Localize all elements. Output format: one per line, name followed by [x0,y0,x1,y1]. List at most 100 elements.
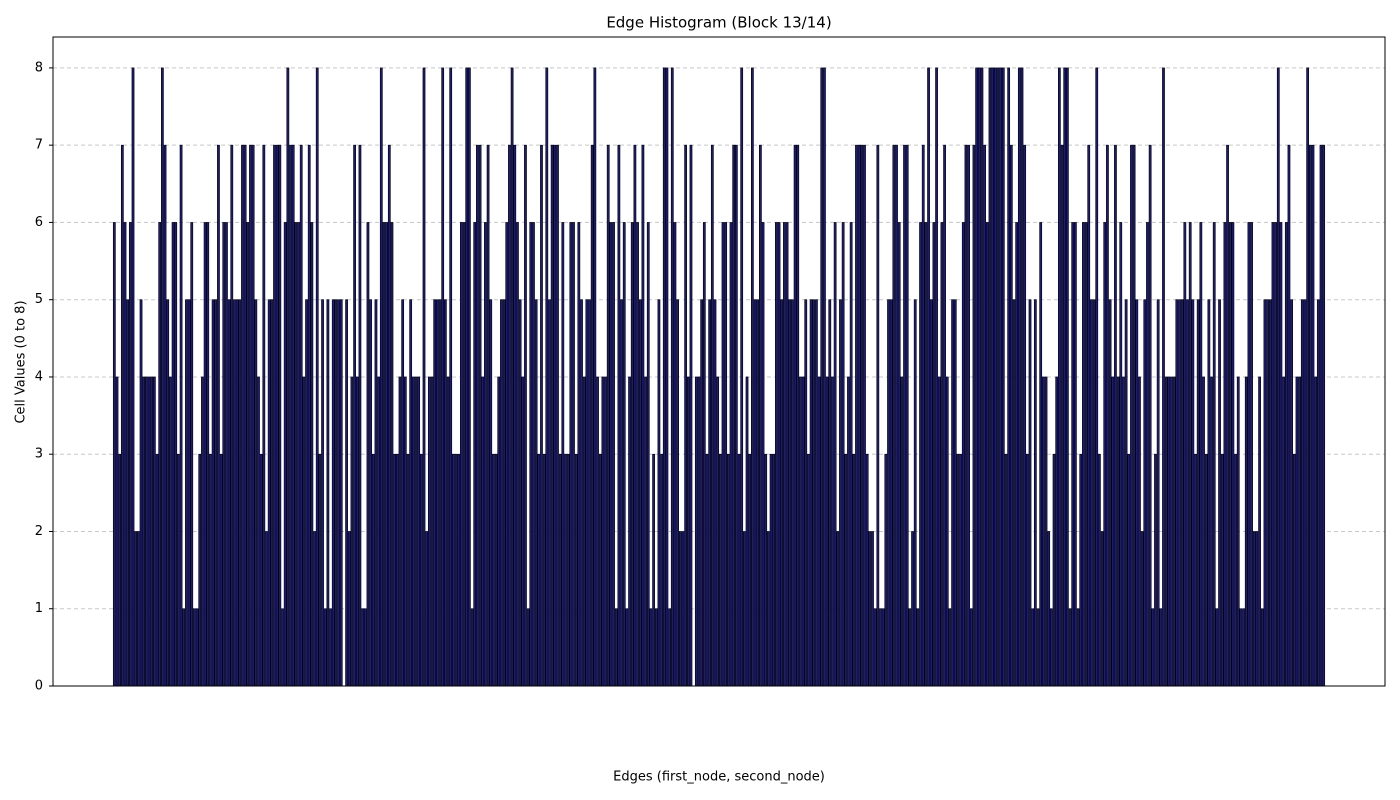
y-tick-label: 0 [35,679,43,694]
bar [524,144,527,687]
bar [815,299,818,687]
bar [198,453,202,687]
bar [1004,453,1008,687]
bar [1236,376,1240,687]
bar [999,67,1003,687]
bar [1159,608,1163,687]
bar [217,144,220,687]
bar [742,531,746,687]
bar [294,222,298,687]
bar [147,376,151,687]
bar [1279,222,1283,687]
bar [823,67,826,687]
bar [929,299,933,687]
bar [406,453,410,687]
bar [115,376,119,687]
bar [537,453,541,687]
bar [190,222,194,687]
bar [1268,299,1272,687]
bar [1108,299,1112,687]
bar [425,531,429,687]
bar [871,531,874,687]
bar [775,222,778,687]
bar [1199,222,1203,687]
bar [315,67,319,687]
bar [630,222,634,687]
bar [828,299,832,687]
bar [1095,67,1099,687]
bar [702,222,706,687]
bar [1300,299,1304,687]
bar [833,222,837,687]
bar [1306,67,1310,687]
bar [1191,299,1195,687]
bar [385,222,389,687]
bar [606,144,610,687]
bar [732,144,736,687]
bar [662,67,666,687]
bar [791,299,794,687]
bar [737,453,741,687]
bar [227,299,231,687]
bar [358,144,362,687]
bar [1196,299,1200,687]
bar [831,376,834,687]
bar [993,67,997,687]
bar [726,453,730,687]
bar [983,144,986,687]
bar [1311,144,1315,687]
bar [895,144,898,687]
bar [641,144,645,687]
bar [1138,376,1141,687]
bar [855,144,858,687]
bar [1116,376,1120,687]
bar [1012,299,1016,687]
bar [807,453,810,687]
bar [214,299,218,687]
bar [1290,299,1293,687]
bar [521,376,525,687]
bar [494,453,498,687]
bar [761,222,765,687]
bar [673,222,677,687]
bar [1215,608,1219,687]
bar [588,299,591,687]
bar [1255,531,1259,687]
bar [569,222,573,687]
bar [1033,299,1037,687]
bar [174,222,178,687]
bar [612,222,615,687]
bar [1167,376,1171,687]
bar [393,453,397,687]
bar [873,608,877,687]
bar [179,144,183,687]
bar [868,531,872,687]
bar [169,376,172,687]
bar [422,67,426,687]
bar [126,299,130,687]
y-tick-label: 3 [35,447,43,462]
bar [633,144,637,687]
bar [911,531,914,687]
bar [542,453,546,687]
bar [1239,608,1243,687]
bar [628,376,631,687]
plot-frame [52,36,1386,687]
bar [1007,67,1011,687]
bar [529,222,533,687]
bar [161,67,164,687]
bar [1132,144,1136,687]
bar [759,144,762,687]
bar [785,222,789,687]
y-tick-label: 1 [35,601,43,616]
bar [967,144,970,687]
bar [500,299,503,687]
bar [1044,376,1048,687]
bar [839,299,842,687]
bar [206,222,210,687]
bar [177,453,180,687]
bar [705,453,709,687]
bar [889,299,893,687]
bar [1295,376,1299,687]
bar [740,67,744,687]
